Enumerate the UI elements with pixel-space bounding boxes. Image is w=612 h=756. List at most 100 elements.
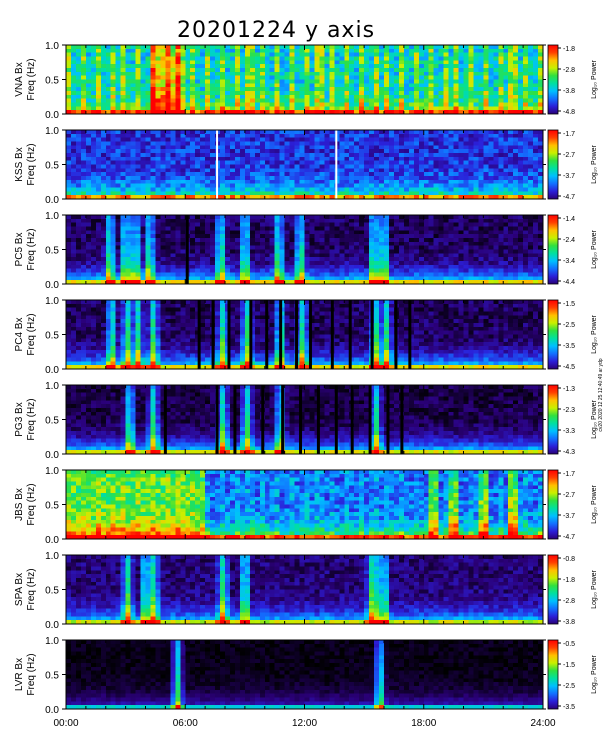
spectrogram-cell [523,191,529,196]
spectrogram-cell [324,264,330,269]
spectrogram-cell [443,71,449,76]
spectrogram-cell [369,253,375,258]
spectrogram-cell [175,75,181,80]
spectrogram-cell [70,215,77,220]
spectrogram-cell [388,238,395,243]
spectrogram-cell [90,226,97,231]
spectrogram-cell [528,83,534,88]
spectrogram-cell [379,226,385,231]
spectrogram-cell [508,149,514,154]
spectrogram-cell [488,141,494,146]
spectrogram-cell [433,68,439,73]
spectrogram-cell [538,176,544,181]
spectrogram-cell [274,149,280,154]
spectrogram-cell [448,172,454,177]
spectrogram-cell [408,52,415,57]
spectrogram-cell [319,149,325,154]
spectrogram-cell [75,98,82,103]
spectrogram-cell [398,102,405,107]
spectrogram-cell [423,79,430,84]
spectrogram-cell [523,137,529,142]
spectrogram-cell [503,187,509,192]
spectrogram-cell [453,149,459,154]
spectrogram-cell [299,264,305,269]
spectrogram-cell [388,87,395,92]
spectrogram-cell [244,183,251,188]
spectrogram-cell [75,164,82,169]
spectrogram-cell [488,106,494,111]
spectrogram-cell [408,71,415,76]
spectrogram-cell [80,218,87,223]
spectrogram-cell [254,172,261,177]
spectrogram-cell [349,75,355,80]
spectrogram-cell [66,230,72,235]
spectrogram-cell [195,241,201,246]
spectrogram-cell [190,226,196,231]
spectrogram-cell [85,218,92,223]
spectrogram-cell [364,137,370,142]
spectrogram-cell [145,160,151,165]
spectrogram-cell [463,133,469,138]
spectrogram-cell [528,106,534,111]
spectrogram-cell [145,64,151,69]
spectrogram-cell [299,195,305,200]
spectrogram-cell [448,195,454,200]
spectrogram-cell [145,176,151,181]
spectrogram-cell [379,234,385,239]
spectrogram-cell [150,160,156,165]
spectrogram-cell [359,261,365,266]
spectrogram-cell [175,133,181,138]
spectrogram-cell [418,191,425,196]
spectrogram-cell [200,172,206,177]
spectrogram-cell [344,245,350,250]
spectrogram-cell [150,183,156,188]
spectrogram-cell [423,230,430,235]
spectrogram-cell [115,145,121,150]
spectrogram-cell [433,75,439,80]
spectrogram-cell [220,230,226,235]
spectrogram-cell [418,234,425,239]
spectrogram-cell [359,87,365,92]
spectrogram-cell [145,280,151,285]
spectrogram-cell [513,98,519,103]
spectrogram-cell [210,149,216,154]
spectrogram-cell [418,226,425,231]
spectrogram-cell [304,172,310,177]
spectrogram-cell [115,249,121,254]
spectrogram-cell [433,153,439,158]
spectrogram-cell [229,106,236,111]
spectrogram-cell [528,56,534,61]
spectrogram-cell [423,280,430,285]
spectrogram-cell [66,280,72,285]
spectrogram-cell [468,179,474,184]
spectrogram-cell [463,106,469,111]
spectrogram-cell [155,141,161,146]
spectrogram-cell [135,60,141,65]
spectrogram-cell [299,45,305,50]
spectrogram-cell [90,218,97,223]
spectrogram-cell [165,94,171,99]
spectrogram-cell [160,187,166,192]
spectrogram-cell [254,238,261,243]
spectrogram-cell [110,268,116,273]
spectrogram-cell [334,64,340,69]
spectrogram-cell [200,276,206,281]
spectrogram-cell [284,91,290,96]
spectrogram-cell [518,68,524,73]
spectrogram-cell [210,249,216,254]
spectrogram-cell [66,79,72,84]
spectrogram-cell [374,149,380,154]
spectrogram-cell [140,56,146,61]
spectrogram-cell [225,91,231,96]
spectrogram-cell [413,222,420,227]
spectrogram-cell [225,56,231,61]
spectrogram-cell [210,276,216,281]
spectrogram-cell [130,257,136,262]
spectrogram-cell [225,156,231,161]
spectrogram-cell [120,191,126,196]
spectrogram-cell [274,94,280,99]
spectrogram-cell [165,153,171,158]
spectrogram-cell [150,56,156,61]
spectrogram-cell [125,215,131,220]
spectrogram-cell [324,145,330,150]
